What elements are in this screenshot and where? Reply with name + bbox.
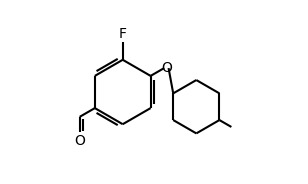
Text: O: O [161, 61, 172, 75]
Text: F: F [119, 27, 127, 41]
Text: O: O [74, 134, 85, 148]
